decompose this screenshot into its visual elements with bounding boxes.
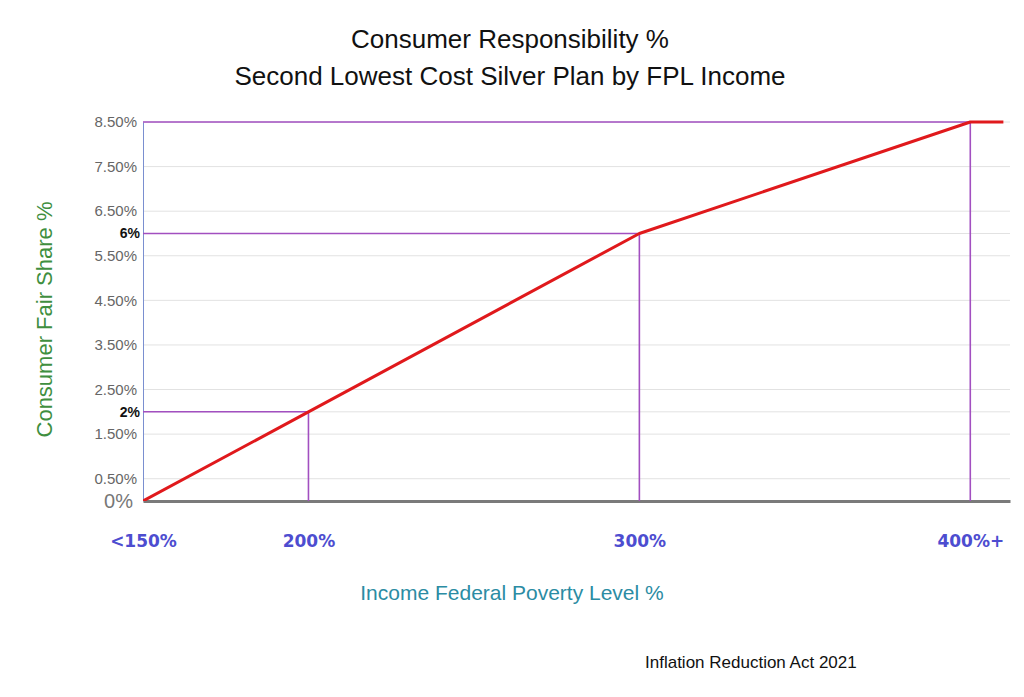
y-tick: 6% — [120, 225, 143, 241]
y-tick: 2.50% — [94, 381, 143, 398]
grid-line — [143, 300, 1010, 301]
y-tick-label: 6.50% — [94, 202, 137, 219]
guide-horizontal — [143, 411, 308, 413]
guide-horizontal — [143, 121, 970, 123]
y-tick: 0% — [104, 490, 143, 512]
y-tick: 6.50% — [94, 202, 143, 219]
x-tick-label: <150% — [110, 531, 177, 551]
y-axis-title: Consumer Fair Share % — [32, 202, 57, 438]
x-tick-label: 400%+ — [937, 531, 1004, 551]
y-tick: 2% — [120, 404, 143, 420]
grid — [143, 122, 1010, 501]
y-tick: 7.50% — [94, 158, 143, 175]
x-axis-title: Income Federal Poverty Level % — [360, 581, 663, 604]
y-tick-label: 2.50% — [94, 381, 137, 398]
y-tick-label: 3.50% — [94, 336, 137, 353]
x-axis: <150% 200% 300% 400%+ — [110, 501, 1010, 551]
y-tick-label: 6% — [120, 225, 141, 241]
y-axis-line — [143, 123, 144, 502]
title: Second Lowest Cost Silver Plan by FPL In… — [234, 61, 785, 91]
guide-vertical — [308, 412, 310, 501]
y-tick-label: 4.50% — [94, 292, 137, 309]
y-tick-label: 0% — [104, 490, 133, 512]
grid-line — [143, 344, 1010, 345]
x-axis-line — [144, 500, 1011, 503]
grid-line — [143, 166, 1010, 167]
y-tick-label: 0.50% — [94, 470, 137, 487]
y-tick-label: 2% — [120, 404, 141, 420]
guide-vertical — [969, 122, 971, 501]
grid-line — [143, 233, 1010, 234]
grid-line — [143, 389, 1010, 390]
grid-line — [143, 478, 1010, 479]
plot-area — [143, 122, 1003, 501]
y-tick: 0.50% — [94, 470, 143, 487]
title: Consumer Responsibility % — [351, 24, 669, 54]
grid-line — [143, 501, 1010, 502]
chart: Consumer Responsibility % Second Lowest C… — [0, 0, 1024, 697]
x-tick: 300% — [614, 501, 667, 551]
grid-line — [143, 122, 1010, 123]
y-tick-label: 7.50% — [94, 158, 137, 175]
y-tick: 4.50% — [94, 292, 143, 309]
x-tick: 400%+ — [937, 501, 1004, 551]
y-tick-label: 1.50% — [94, 425, 137, 442]
y-tick-label: 5.50% — [94, 247, 137, 264]
guide-vertical — [639, 233, 641, 501]
y-tick: 3.50% — [94, 336, 143, 353]
y-tick: 1.50% — [94, 425, 143, 442]
x-tick: <150% — [110, 501, 177, 551]
guide-horizontal — [143, 233, 639, 235]
grid-line — [143, 434, 1010, 435]
footnote: Inflation Reduction Act 2021 — [645, 653, 857, 672]
grid-line — [143, 211, 1010, 212]
x-tick: 200% — [283, 501, 336, 551]
x-tick-label: 200% — [283, 531, 336, 551]
y-tick-label: 8.50% — [94, 113, 137, 130]
y-axis: 0% 0.50% 1.50% 2% 2.50% 3.50% 4.50% 5.50% 6% 6.50… — [94, 113, 143, 512]
grid-line — [143, 255, 1010, 256]
y-tick: 8.50% — [94, 113, 143, 130]
x-tick-label: 300% — [614, 531, 667, 551]
data-line — [143, 122, 1003, 501]
y-tick: 5.50% — [94, 247, 143, 264]
grid-line — [143, 411, 1010, 412]
